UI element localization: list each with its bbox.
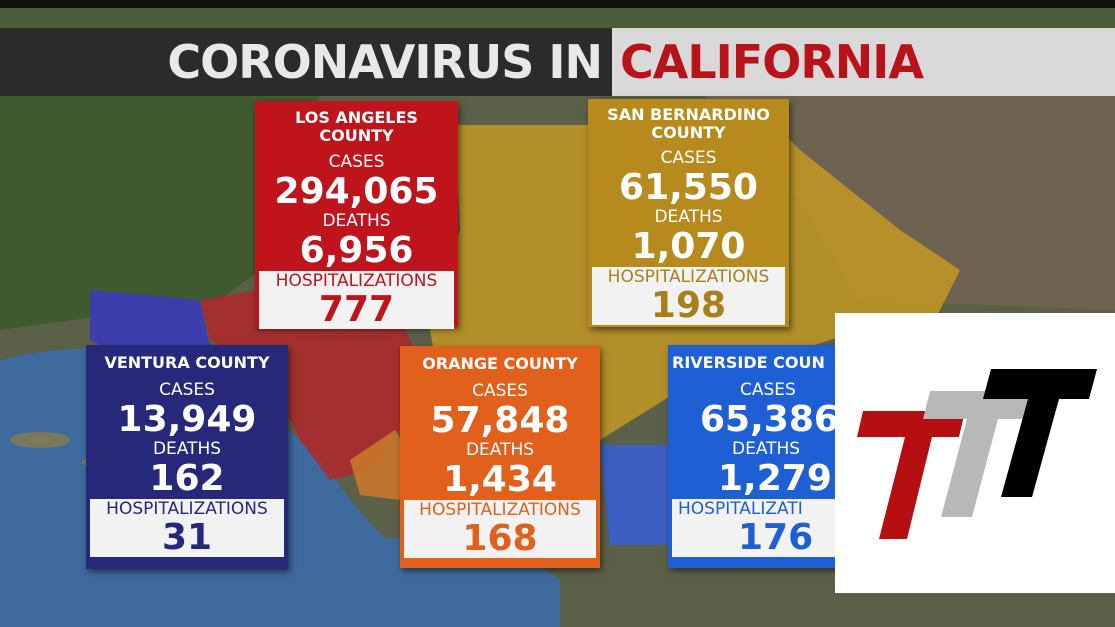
cases-label: CASES [328, 152, 385, 172]
hospitalizations-label: HOSPITALIZATI [678, 499, 803, 519]
hospitalizations-panel: HOSPITALIZATIONS 198 [592, 267, 785, 325]
deaths-label: DEATHS [732, 439, 801, 459]
cases-label: CASES [472, 381, 528, 401]
county-name: LOS ANGELES COUNTY [255, 101, 458, 153]
logo-letter-t-black [983, 369, 1097, 497]
ttt-logo-graphic [857, 369, 1097, 539]
deaths-value: 1,434 [443, 459, 557, 500]
hospitalizations-value: 176 [738, 517, 814, 558]
hospitalizations-panel: HOSPITALIZATIONS 31 [90, 499, 284, 557]
hospitalizations-value: 168 [462, 518, 538, 559]
hospitalizations-panel: HOSPITALIZATI 176 [672, 499, 839, 557]
logo-letter-t-red [857, 411, 965, 539]
cases-label: CASES [660, 148, 717, 168]
deaths-value: 1,070 [631, 226, 746, 267]
hospitalizations-label: HOSPITALIZATIONS [275, 271, 438, 291]
banner-title-right: CALIFORNIA [620, 35, 924, 89]
hospitalizations-label: HOSPITALIZATIONS [106, 499, 268, 519]
deaths-value: 1,279 [718, 458, 832, 499]
deaths-label: DEATHS [465, 440, 535, 460]
top-bar [0, 0, 1115, 8]
county-name-line2: COUNTY [319, 126, 394, 145]
county-card-san-bernardino: SAN BERNARDINO COUNTY CASES 61,550 DEATH… [588, 99, 789, 327]
banner-left: CORONAVIRUS IN [0, 28, 612, 96]
deaths-value: 6,956 [299, 230, 414, 271]
title-banner: CORONAVIRUS IN CALIFORNIA [0, 28, 1115, 96]
hospitalizations-value: 31 [161, 517, 213, 558]
deaths-value: 162 [149, 458, 225, 499]
county-name: RIVERSIDE COUN [672, 353, 825, 372]
deaths-label: DEATHS [322, 211, 391, 231]
banner-title-left: CORONAVIRUS IN [167, 35, 603, 89]
county-card-orange: ORANGE COUNTY CASES 57,848 DEATHS 1,434 … [400, 346, 600, 568]
banner-right: CALIFORNIA [612, 28, 1115, 96]
county-card-ventura: VENTURA COUNTY CASES 13,949 DEATHS 162 H… [86, 345, 288, 569]
cases-label: CASES [740, 380, 796, 400]
deaths-label: DEATHS [654, 207, 723, 227]
hospitalizations-label: HOSPITALIZATIONS [607, 267, 770, 287]
hospitalizations-value: 777 [318, 289, 395, 330]
cases-label: CASES [159, 380, 215, 400]
county-name: VENTURA COUNTY [104, 353, 270, 372]
cases-value: 13,949 [117, 399, 257, 440]
county-card-riverside: RIVERSIDE COUN CASES 65,386 DEATHS 1,279… [668, 345, 843, 568]
county-name-line2: COUNTY [651, 123, 726, 142]
county-name-line1: SAN BERNARDINO [607, 105, 770, 124]
deaths-label: DEATHS [152, 439, 222, 459]
hospitalizations-label: HOSPITALIZATIONS [419, 500, 581, 520]
cases-value: 65,386 [700, 399, 839, 440]
county-name: SAN BERNARDINO COUNTY [588, 99, 789, 149]
hospitalizations-panel: HOSPITALIZATIONS 168 [404, 500, 596, 558]
hospitalizations-value: 198 [650, 285, 727, 326]
hospitalizations-panel: HOSPITALIZATIONS 777 [259, 271, 454, 329]
cases-value: 57,848 [430, 400, 570, 441]
logo-letter-t-gray [923, 391, 1035, 517]
county-name: ORANGE COUNTY [422, 354, 578, 373]
cases-value: 61,550 [619, 167, 758, 208]
county-card-los-angeles: LOS ANGELES COUNTY CASES 294,065 DEATHS … [255, 101, 458, 329]
county-name-line1: LOS ANGELES [295, 108, 418, 127]
cases-value: 294,065 [274, 171, 439, 212]
ttt-logo-icon [835, 313, 1115, 593]
